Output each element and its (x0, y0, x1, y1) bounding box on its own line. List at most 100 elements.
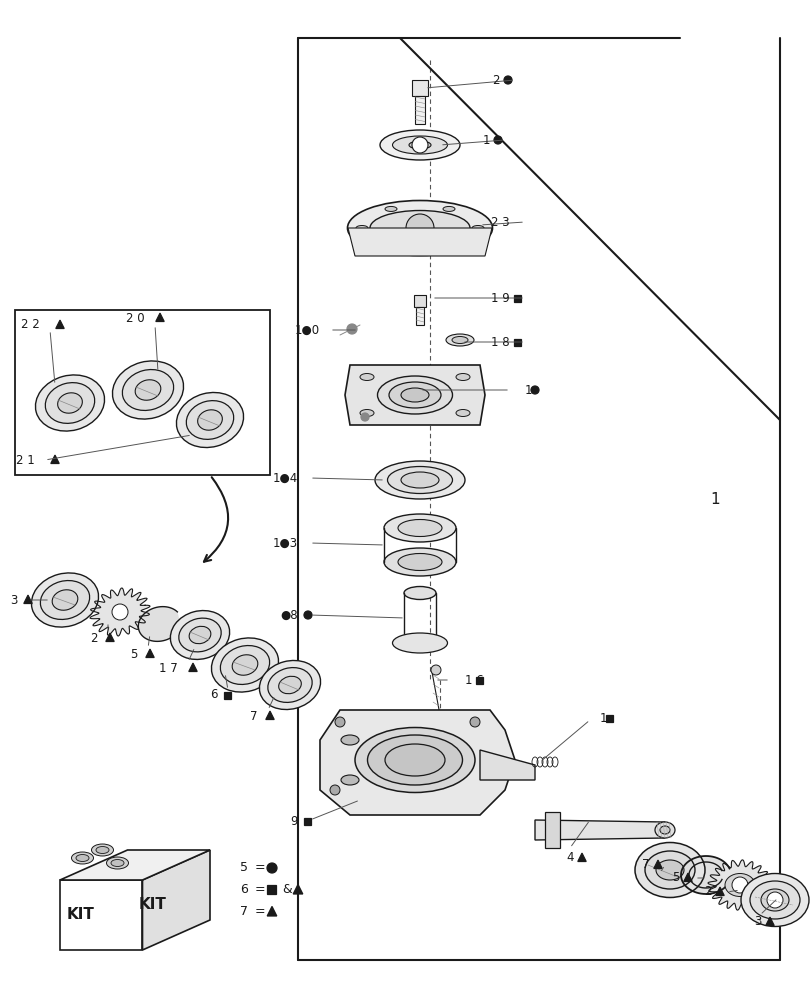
Ellipse shape (634, 842, 704, 897)
Text: 1 7: 1 7 (159, 662, 178, 674)
FancyArrowPatch shape (204, 477, 228, 562)
Text: =: = (255, 905, 265, 918)
Text: 6: 6 (210, 688, 217, 702)
Ellipse shape (178, 618, 221, 652)
Ellipse shape (111, 859, 124, 866)
Polygon shape (653, 860, 662, 868)
Ellipse shape (443, 206, 454, 211)
Polygon shape (680, 856, 728, 894)
Polygon shape (60, 880, 142, 950)
Text: 2: 2 (90, 632, 98, 645)
Ellipse shape (370, 211, 470, 245)
Text: 1●0: 1●0 (294, 324, 320, 336)
Polygon shape (414, 96, 424, 124)
Polygon shape (411, 80, 427, 96)
Ellipse shape (404, 586, 436, 599)
Text: 3: 3 (11, 593, 18, 606)
Text: 7: 7 (240, 905, 247, 918)
Ellipse shape (443, 245, 454, 250)
Polygon shape (707, 860, 771, 910)
Polygon shape (765, 917, 773, 925)
Polygon shape (138, 607, 181, 641)
Polygon shape (56, 320, 64, 328)
Ellipse shape (384, 514, 456, 542)
Bar (224, 692, 231, 698)
Circle shape (361, 413, 368, 421)
Polygon shape (156, 313, 164, 322)
Ellipse shape (397, 520, 441, 536)
Text: 2: 2 (492, 74, 500, 87)
Text: 2 3: 2 3 (491, 216, 509, 229)
Ellipse shape (341, 775, 358, 785)
Bar (304, 818, 311, 825)
Text: =: = (255, 883, 265, 896)
Ellipse shape (71, 852, 93, 864)
Polygon shape (51, 455, 59, 464)
Text: 6: 6 (240, 883, 247, 896)
Ellipse shape (347, 200, 492, 255)
Ellipse shape (197, 410, 222, 430)
Ellipse shape (655, 860, 683, 880)
Bar (606, 714, 613, 722)
Polygon shape (544, 812, 560, 848)
Bar (476, 676, 483, 684)
Ellipse shape (268, 668, 311, 702)
Polygon shape (267, 906, 277, 916)
Ellipse shape (384, 744, 444, 776)
Text: 1 9: 1 9 (491, 292, 509, 304)
Text: =: = (255, 861, 265, 874)
Ellipse shape (122, 370, 174, 410)
Circle shape (470, 717, 479, 727)
Ellipse shape (452, 336, 467, 344)
Circle shape (406, 214, 433, 242)
Ellipse shape (45, 383, 95, 423)
Polygon shape (24, 595, 32, 603)
Text: 2: 2 (704, 885, 711, 898)
Circle shape (335, 717, 345, 727)
Ellipse shape (456, 373, 470, 380)
Polygon shape (534, 820, 664, 840)
Polygon shape (142, 850, 210, 950)
Polygon shape (189, 663, 197, 672)
Text: 1 6: 1 6 (465, 674, 483, 686)
Ellipse shape (377, 376, 452, 414)
Polygon shape (320, 710, 514, 815)
Text: 1: 1 (482, 134, 489, 147)
Text: 7: 7 (250, 710, 258, 722)
Circle shape (267, 863, 277, 873)
Circle shape (346, 324, 357, 334)
Ellipse shape (397, 554, 441, 570)
Polygon shape (90, 588, 150, 636)
Ellipse shape (392, 633, 447, 653)
Polygon shape (348, 228, 491, 256)
Circle shape (766, 892, 782, 908)
Bar (514, 294, 521, 302)
Bar (267, 885, 277, 894)
Ellipse shape (380, 130, 460, 160)
Polygon shape (105, 633, 114, 642)
Ellipse shape (384, 245, 397, 250)
Bar (15, 310, 270, 475)
Ellipse shape (354, 728, 474, 792)
Polygon shape (345, 365, 484, 425)
Text: 4: 4 (565, 851, 573, 864)
Ellipse shape (760, 889, 788, 911)
Text: 5: 5 (131, 648, 138, 660)
Circle shape (731, 877, 747, 893)
Polygon shape (60, 850, 210, 880)
Polygon shape (293, 884, 303, 894)
Polygon shape (577, 853, 586, 861)
Ellipse shape (445, 334, 474, 346)
Text: 1: 1 (599, 712, 607, 724)
Polygon shape (415, 307, 423, 325)
Ellipse shape (644, 851, 694, 889)
Polygon shape (715, 887, 723, 895)
Ellipse shape (387, 466, 452, 493)
Circle shape (431, 665, 440, 675)
Ellipse shape (471, 226, 483, 231)
Ellipse shape (401, 388, 428, 402)
Text: 1 8: 1 8 (491, 336, 509, 349)
Ellipse shape (112, 361, 183, 419)
Ellipse shape (278, 676, 301, 694)
Text: &: & (281, 883, 291, 896)
